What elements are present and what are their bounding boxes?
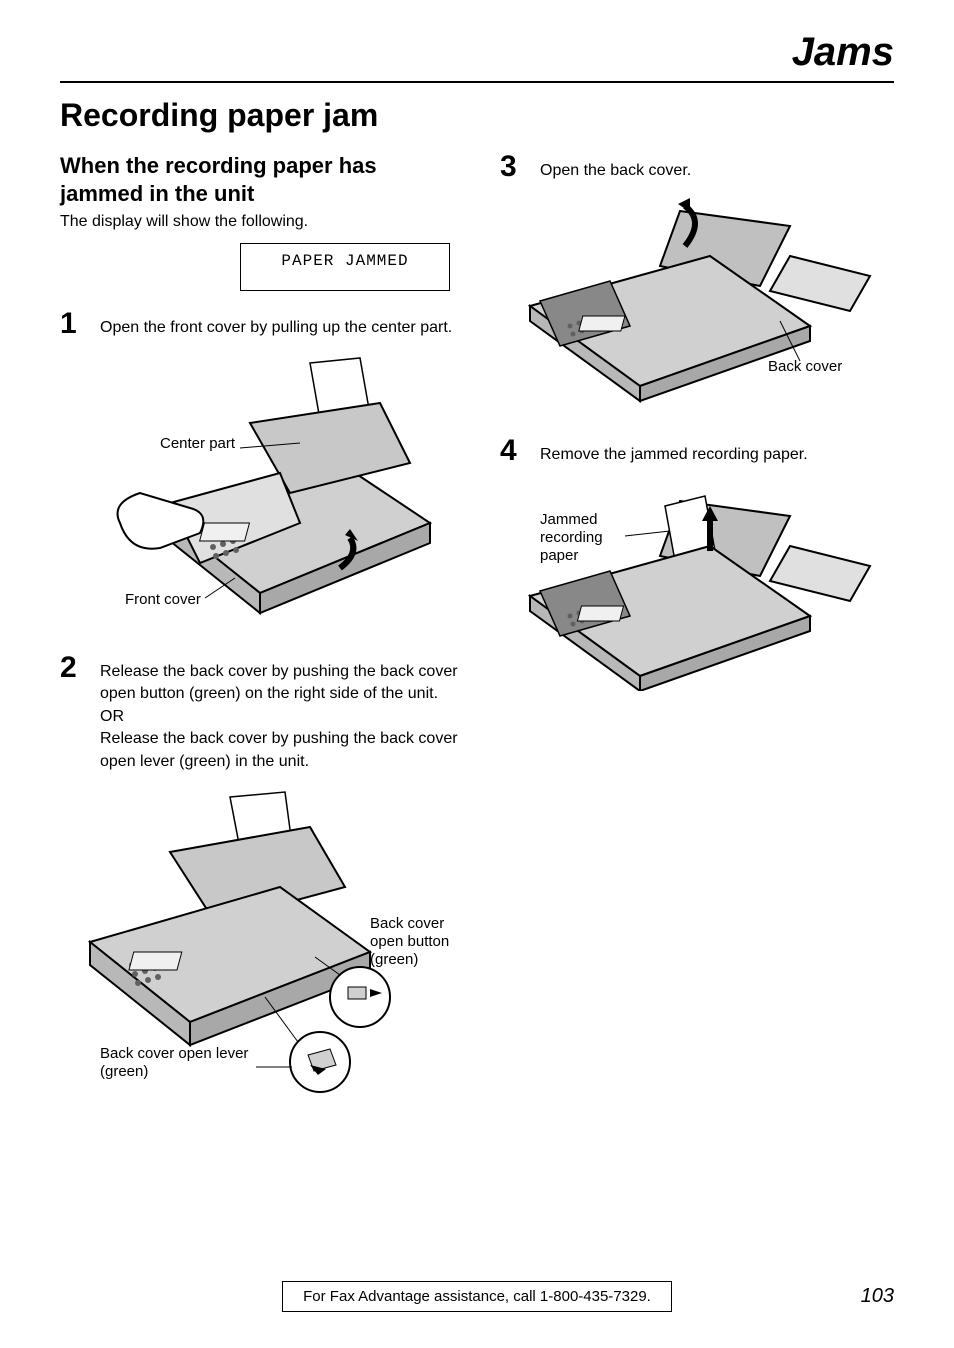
step-1: 1 Open the front cover by pulling up the…: [60, 309, 460, 339]
step-2-text-b: Release the back cover by pushing the ba…: [100, 730, 458, 769]
page-title: Recording paper jam: [60, 97, 894, 134]
right-column: 3 Open the back cover.: [500, 152, 894, 1127]
left-column: When the recording paper has jammed in t…: [60, 152, 460, 1127]
step-text: Release the back cover by pushing the ba…: [100, 653, 460, 773]
step-number: 4: [500, 436, 522, 466]
step-text: Open the back cover.: [540, 152, 691, 182]
subsection-heading: When the recording paper has jammed in t…: [60, 152, 460, 207]
fax-machine-illustration-1: [100, 353, 460, 623]
callout-center-part: Center part: [160, 435, 235, 453]
figure-step-2: Back cover open button (green) Back cove…: [60, 787, 460, 1107]
intro-text: The display will show the following.: [60, 211, 460, 233]
figure-step-1: Center part Front cover: [100, 353, 460, 633]
figure-step-4: Jammed recording paper: [510, 481, 894, 701]
step-number: 2: [60, 653, 82, 683]
step-2: 2 Release the back cover by pushing the …: [60, 653, 460, 773]
step-number: 3: [500, 152, 522, 182]
step-3: 3 Open the back cover.: [500, 152, 894, 182]
content-columns: When the recording paper has jammed in t…: [60, 152, 894, 1127]
callout-back-cover: Back cover: [768, 358, 842, 376]
callout-back-cover-lever: Back cover open lever (green): [100, 1045, 260, 1081]
step-2-or: OR: [100, 708, 124, 725]
step-text: Remove the jammed recording paper.: [540, 436, 808, 466]
figure-step-3: Back cover: [510, 196, 894, 416]
footer-assistance-box: For Fax Advantage assistance, call 1-800…: [282, 1281, 672, 1312]
step-2-text-a: Release the back cover by pushing the ba…: [100, 663, 458, 702]
step-4: 4 Remove the jammed recording paper.: [500, 436, 894, 466]
lcd-display-box: PAPER JAMMED: [240, 243, 450, 291]
step-text: Open the front cover by pulling up the c…: [100, 309, 452, 339]
callout-back-cover-button: Back cover open button (green): [370, 915, 470, 969]
chapter-title: Jams: [60, 30, 894, 83]
callout-jammed-paper: Jammed recording paper: [540, 511, 620, 565]
page-footer: For Fax Advantage assistance, call 1-800…: [60, 1281, 894, 1312]
step-number: 1: [60, 309, 82, 339]
callout-front-cover: Front cover: [125, 591, 201, 609]
page-number: 103: [861, 1285, 894, 1308]
